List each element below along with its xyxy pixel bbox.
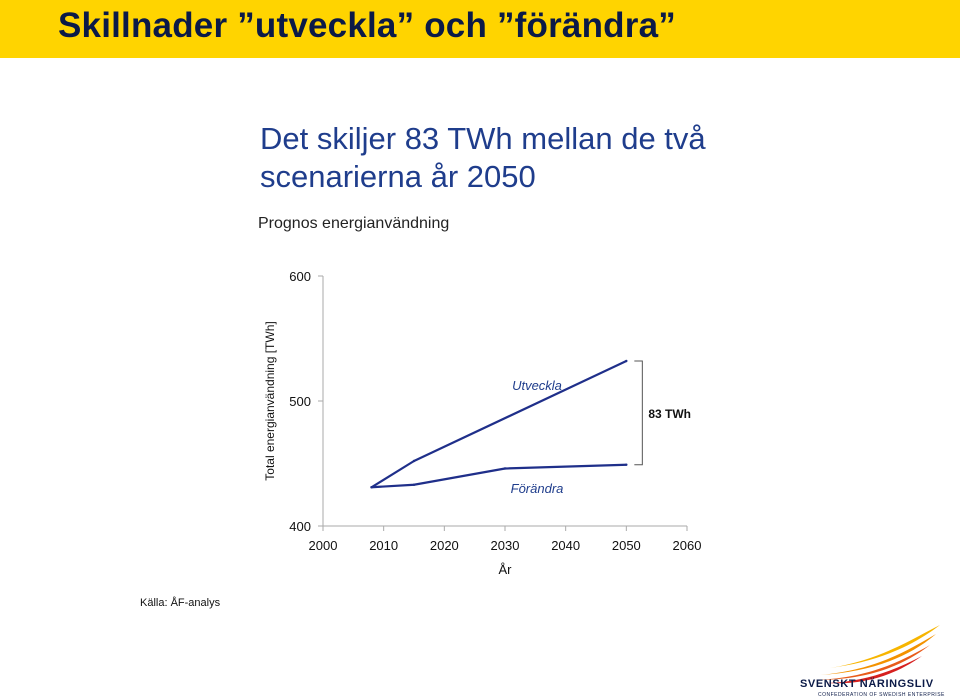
series-point [370, 486, 373, 489]
series-line-utveckla [370, 360, 627, 489]
chart-title: Prognos energianvändning [258, 215, 450, 232]
title-banner: Skillnader ”utveckla” och ”förändra” [0, 0, 960, 58]
series-point [625, 463, 628, 466]
y-tick-label: 500 [289, 394, 311, 409]
y-tick-label: 600 [289, 269, 311, 284]
x-tick-label: 2010 [369, 538, 398, 553]
series-point [412, 459, 416, 463]
difference-bracket [634, 360, 643, 466]
source-note: Källa: ÅF-analys [140, 597, 221, 609]
logo-name: SVENSKT NÄRINGSLIV [800, 678, 934, 690]
x-tick-label: 2040 [551, 538, 580, 553]
x-tick-label: 2000 [309, 538, 338, 553]
x-tick-label: 2060 [673, 538, 702, 553]
headline: Det skiljer 83 TWh mellan de två scenari… [260, 121, 706, 194]
series-point [412, 483, 416, 486]
y-tick-label: 400 [289, 519, 311, 534]
logo-subtitle: CONFEDERATION OF SWEDISH ENTERPRISE [818, 692, 945, 698]
svenskt-naringsliv-logo-icon [815, 625, 940, 684]
series-label-forandra: Förändra [511, 481, 564, 496]
x-tick-label: 2030 [491, 538, 520, 553]
series-line-forandra [371, 463, 627, 489]
series-label-utveckla: Utveckla [512, 378, 562, 393]
x-tick-label: 2020 [430, 538, 459, 553]
difference-label: 83 TWh [648, 407, 691, 421]
series-point [503, 467, 507, 470]
y-axis-title: Total energianvändning [TWh] [263, 321, 277, 480]
slide-title: Skillnader ”utveckla” och ”förändra” [58, 6, 676, 45]
x-tick-label: 2050 [612, 538, 641, 553]
x-axis-title: År [499, 562, 513, 577]
series-point [625, 359, 628, 363]
